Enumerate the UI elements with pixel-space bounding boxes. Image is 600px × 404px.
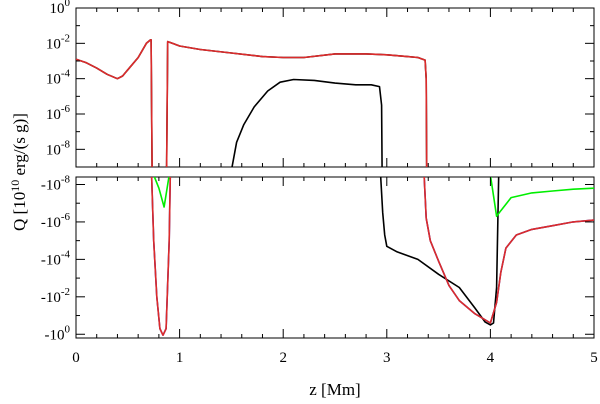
x-tick-label: 2 — [279, 350, 287, 366]
y-axis-label-units: erg/(s g)] — [10, 113, 29, 180]
bottom-series-line-0 — [379, 177, 500, 326]
bottom-y-tick-label: -10-6 — [41, 211, 71, 231]
x-tick-label: 4 — [487, 350, 495, 366]
bottom-panel-frame — [75, 176, 595, 339]
top-y-tick-label: 10-2 — [46, 32, 70, 52]
top-series-line-2 — [76, 38, 428, 167]
bottom-series-line-3 — [150, 177, 594, 337]
y-axis-label: Q [1010 erg/(s g)] — [8, 113, 29, 231]
x-tick-label: 5 — [590, 350, 598, 366]
top-panel-frame — [75, 7, 595, 168]
top-y-tick-label: 10-6 — [46, 103, 71, 123]
top-series-line-1 — [76, 38, 428, 167]
x-tick-label: 3 — [383, 350, 391, 366]
top-series-line-0 — [231, 78, 383, 167]
bottom-y-tick-label: -10-2 — [41, 286, 70, 306]
tick-labels: 100 10-2 10-4 10-6 10-8 -10-8 -10-6 -10-4 -10-2 -… — [41, 0, 598, 366]
top-y-tick-label: 100 — [50, 0, 71, 17]
bottom-panel-series — [150, 177, 594, 337]
y-axis-label-exponent: 10 — [8, 180, 22, 192]
y-axis-label-prefix: Q [10 — [10, 192, 29, 231]
x-tick-label: 0 — [72, 350, 80, 366]
top-y-tick-label: 10-4 — [46, 68, 71, 88]
bottom-series-line-1 — [153, 177, 594, 218]
axis-ticks — [75, 7, 595, 338]
bottom-y-tick-label: -100 — [45, 323, 71, 343]
top-y-tick-label: 10-8 — [46, 138, 71, 158]
bottom-y-tick-label: -10-4 — [41, 248, 71, 268]
x-axis-label: z [Mm] — [309, 380, 360, 399]
top-panel-series — [76, 38, 428, 167]
bottom-y-tick-label: -10-8 — [41, 173, 71, 193]
x-tick-label: 1 — [176, 350, 184, 366]
bottom-series-line-2 — [150, 177, 594, 337]
